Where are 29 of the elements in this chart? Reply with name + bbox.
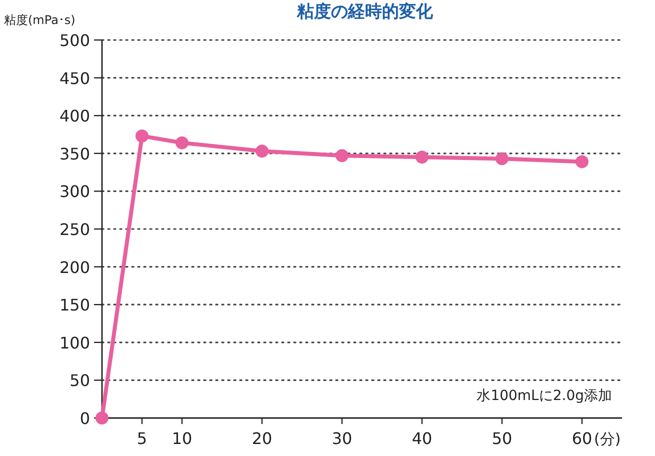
y-tick-label: 250 [59, 220, 90, 239]
point [496, 152, 508, 166]
x-tick-label: 30 [332, 429, 352, 448]
x-tick-label: 50 [492, 429, 512, 448]
point [576, 155, 588, 168]
point [256, 144, 268, 158]
y-tick-label: 200 [59, 258, 90, 277]
y-tick-label: 150 [59, 296, 90, 315]
y-tick-label: 400 [59, 106, 90, 126]
point [336, 149, 348, 162]
point [136, 130, 148, 143]
y-axis-title: 粘度(mPa･s) [4, 13, 76, 27]
x-tick-label: 10 [172, 429, 192, 448]
y-tick-label: 50 [70, 371, 90, 390]
chart-title: 粘度の経時的変化 [296, 2, 434, 22]
x-tick-label: 5 [136, 429, 148, 448]
y-tick-label: 450 [59, 68, 90, 88]
x-tick-label: 20 [252, 429, 272, 448]
point [416, 150, 428, 164]
point [176, 136, 188, 150]
y-tick-label: 500 [59, 31, 90, 50]
y-tick-label: 300 [59, 182, 90, 202]
x-tick-label: 60 [572, 429, 592, 448]
y-tick-label: 0 [80, 409, 90, 428]
y-tick-label: 100 [59, 333, 90, 352]
x-tick-label: 40 [412, 429, 432, 448]
y-tick-label: 350 [59, 144, 90, 164]
annotation: 水100mLに2.0g添加 [476, 388, 612, 404]
x-axis-title: (分) [594, 430, 621, 448]
